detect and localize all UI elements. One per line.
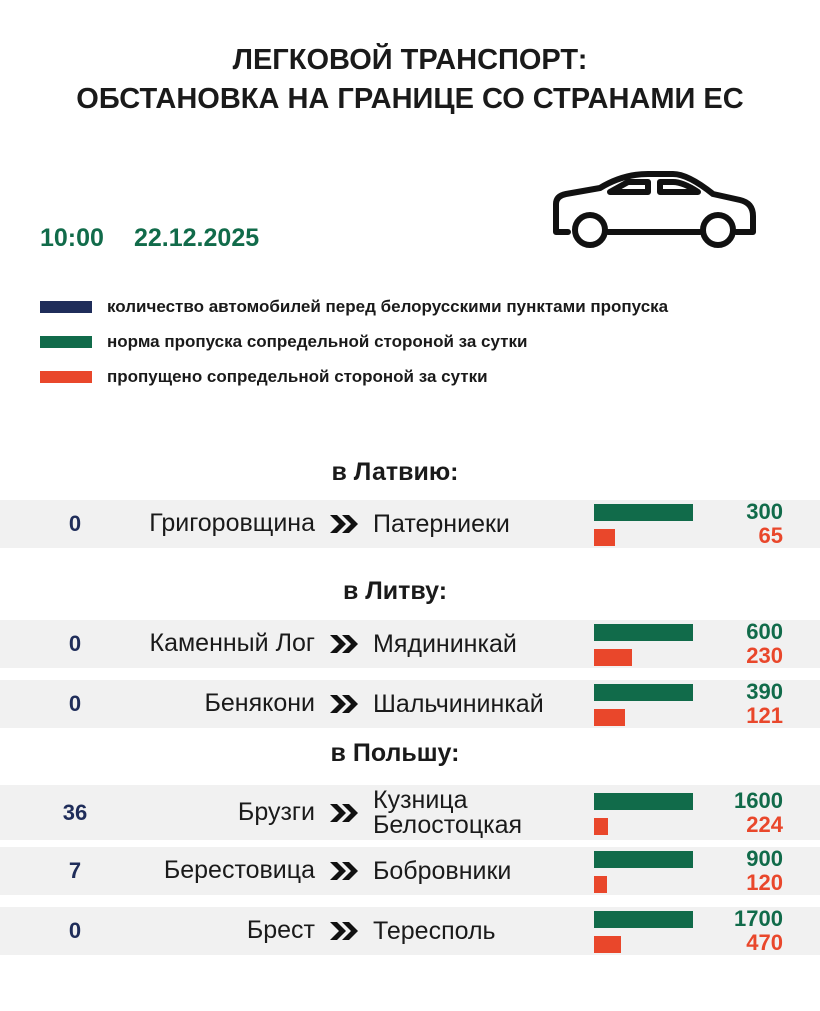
legend-label: количество автомобилей перед белорусским… [107,297,669,316]
norm-value: 390 [746,679,783,704]
legend-swatch [40,336,92,348]
origin: Григоровщина [149,509,315,537]
norm-value: 900 [746,846,783,871]
passed-value: 470 [746,930,783,955]
legend-label: пропущено сопредельной стороной за сутки [107,367,488,386]
time: 10:00 [40,224,104,252]
passed-value: 121 [746,703,783,728]
passed-bar [594,529,616,546]
arrow-icon [328,693,360,720]
passed-bar [594,709,625,726]
arrow-icon [328,802,360,829]
section-heading: в Латвию: [331,458,459,486]
origin: Брест [246,916,315,944]
passed-value: 230 [746,643,783,668]
passed-value: 65 [758,523,783,548]
origin: Каменный Лог [149,629,315,657]
queue-count: 0 [68,631,82,656]
origin: Берестовица [163,856,315,884]
norm-bar [594,911,693,928]
title: ЛЕГКОВОЙ ТРАНСПОРТ: [232,44,588,76]
destination: Шальчининкай [373,689,544,718]
origin: Бенякони [204,689,315,717]
queue-count: 36 [62,799,88,825]
section-heading: в Польшу: [330,739,460,767]
passed-value: 120 [746,870,783,895]
arrow-icon [328,633,360,660]
queue-count: 0 [68,511,82,536]
queue-count: 7 [68,858,82,883]
norm-value: 1700 [734,906,783,931]
destination: Кузница Белостоцкая [373,785,523,839]
car-icon [553,171,756,248]
legend-label: норма пропуска сопредельной стороной за … [107,332,528,351]
queue-count: 0 [68,691,82,716]
passed-bar [594,817,608,835]
queue-count: 0 [68,918,82,943]
passed-bar [594,649,632,666]
destination: Мядининкай [373,629,517,658]
norm-value: 300 [746,499,783,524]
norm-bar [594,684,693,701]
arrow-icon [328,860,360,887]
norm-value: 1600 [734,787,783,813]
norm-bar [594,624,693,641]
passed-value: 224 [746,811,783,837]
origin: Брузги [237,797,315,826]
destination: Тересполь [373,916,496,945]
title: ОБСТАНОВКА НА ГРАНИЦЕ СО СТРАНАМИ ЕС [76,83,744,115]
section-heading: в Литву: [342,577,448,605]
legend-swatch [40,301,92,313]
date: 22.12.2025 [134,224,260,252]
norm-bar [594,851,693,868]
legend-swatch [40,371,92,383]
norm-bar [594,504,693,521]
norm-value: 600 [746,619,783,644]
arrow-icon [328,920,360,947]
destination: Патерниеки [373,509,510,538]
passed-bar [594,936,622,953]
arrow-icon [328,513,360,540]
passed-bar [594,876,608,893]
destination: Бобровники [373,856,512,885]
norm-bar [594,792,693,810]
